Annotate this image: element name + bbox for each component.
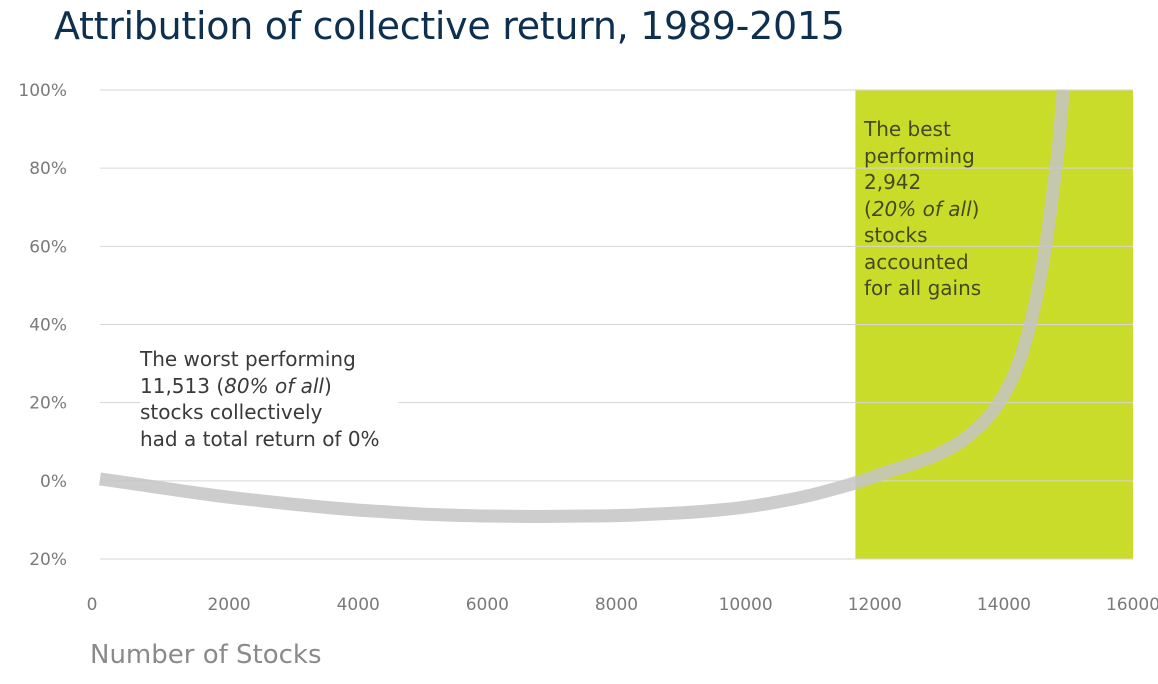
annotation-text: performing bbox=[864, 143, 975, 168]
x-tick-label: 10000 bbox=[719, 595, 773, 615]
annotation-line: (20% of all) bbox=[864, 196, 981, 223]
annotation-best: The best performing 2,942 (20% of all) stock… bbox=[864, 116, 981, 302]
annotation-text: ) bbox=[971, 196, 980, 221]
annotation-line: The worst performing bbox=[140, 346, 380, 373]
annotation-line: 11,513 (80% of all) bbox=[140, 373, 380, 400]
x-tick-label: 12000 bbox=[848, 595, 902, 615]
y-tick-label: 100% bbox=[18, 81, 67, 101]
annotation-line: stocks bbox=[864, 222, 981, 249]
y-tick-label: 20% bbox=[29, 394, 67, 414]
annotation-text: 11,513 ( bbox=[140, 373, 225, 398]
annotation-line: had a total return of 0% bbox=[140, 426, 380, 453]
annotation-line: The best bbox=[864, 116, 981, 143]
annotation-text: 20% of all bbox=[871, 196, 972, 221]
annotation-text: ) bbox=[323, 373, 332, 398]
y-tick-label: 60% bbox=[29, 237, 67, 257]
annotation-text: accounted bbox=[864, 249, 969, 274]
y-tick-label: 20% bbox=[29, 550, 67, 570]
annotation-text: ( bbox=[864, 196, 872, 221]
x-tick-label: 14000 bbox=[977, 595, 1031, 615]
annotation-worst: The worst performing 11,513 (80% of all) s… bbox=[140, 346, 398, 452]
annotation-line: for all gains bbox=[864, 275, 981, 302]
y-tick-label: 0% bbox=[40, 472, 67, 492]
annotation-text: stocks collectively bbox=[140, 400, 323, 424]
chart-title: Attribution of collective return, 1989-2… bbox=[54, 4, 845, 48]
x-tick-label: 6000 bbox=[466, 595, 509, 615]
x-tick-label: 4000 bbox=[337, 595, 380, 615]
annotation-text: 2,942 bbox=[864, 170, 922, 194]
annotation-line: 2,942 bbox=[864, 169, 981, 196]
x-axis-label: Number of Stocks bbox=[90, 640, 322, 670]
x-tick-label: 2000 bbox=[207, 595, 250, 615]
x-tick-label: 0 bbox=[87, 595, 98, 615]
annotation-text: for all gains bbox=[864, 276, 982, 300]
annotation-line: accounted bbox=[864, 249, 981, 276]
annotation-text: stocks bbox=[864, 223, 928, 247]
x-tick-label: 16000 bbox=[1106, 595, 1158, 615]
x-tick-label: 8000 bbox=[595, 595, 638, 615]
annotation-line: performing bbox=[864, 143, 981, 170]
y-tick-label: 80% bbox=[29, 159, 67, 179]
annotation-text: The best bbox=[864, 117, 951, 141]
annotation-text: 80% of all bbox=[224, 373, 324, 398]
annotation-text: had a total return of 0% bbox=[140, 426, 380, 451]
series-line bbox=[99, 89, 1070, 523]
annotation-line: stocks collectively bbox=[140, 399, 380, 426]
y-tick-label: 40% bbox=[29, 316, 67, 336]
annotation-text: The worst performing bbox=[140, 347, 356, 371]
